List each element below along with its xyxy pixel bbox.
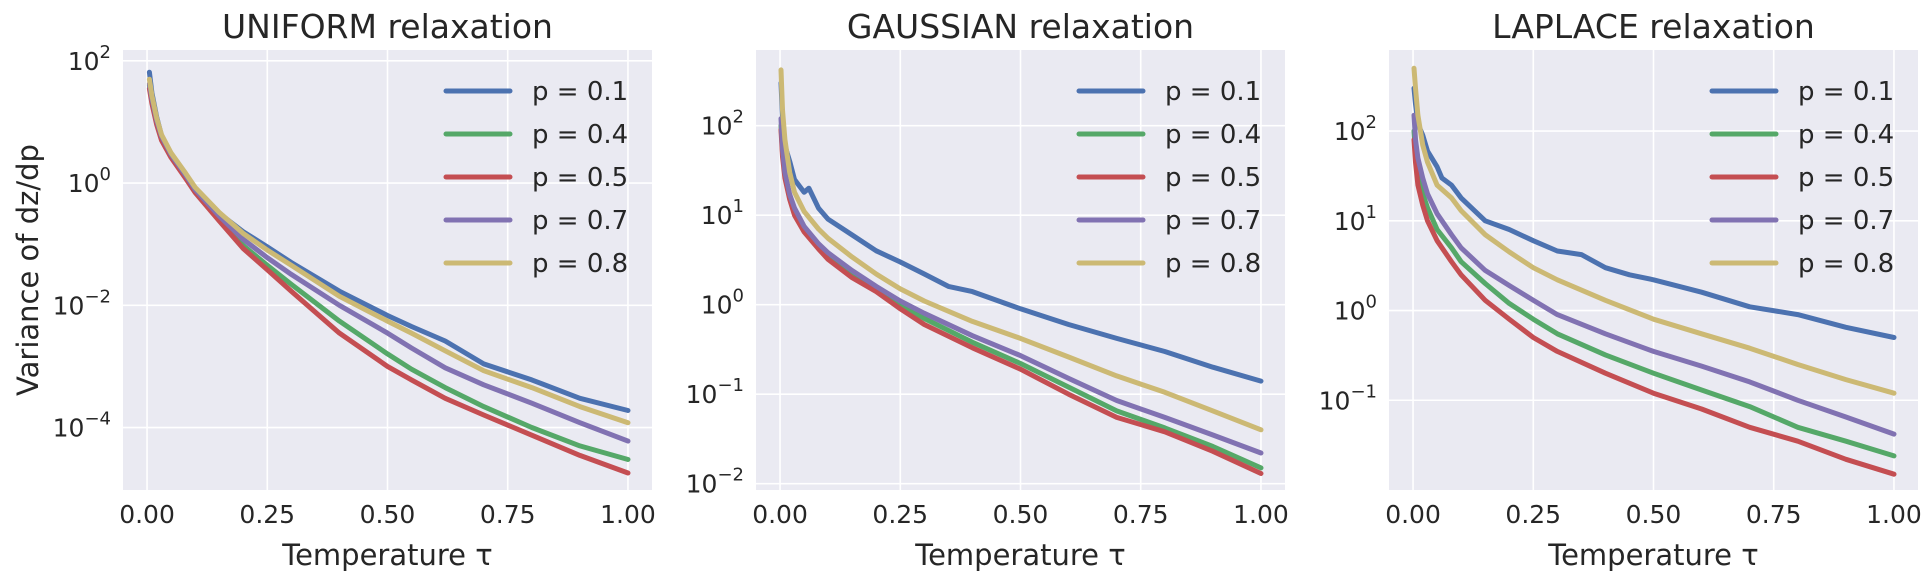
y-tick-base: 10 [68, 169, 100, 198]
series-lines [778, 67, 1264, 476]
legend-label-2: p = 0.4 [532, 120, 628, 150]
legend-label-5: p = 0.8 [532, 249, 628, 279]
y-tick-base: 10 [701, 112, 733, 141]
x-tick-label: 0.00 [1385, 500, 1441, 529]
x-tick-label: 1.00 [1866, 500, 1922, 529]
y-tick-label: 102 [1334, 112, 1377, 146]
y-tick-exponent: 0 [733, 286, 744, 307]
y-tick-base: 10 [53, 414, 85, 443]
legend: p = 0.1 p = 0.4 p = 0.5 p = 0.7 p = 0.8 [1076, 77, 1261, 279]
y-tick-base: 10 [701, 291, 733, 320]
legend-label-4: p = 0.7 [1798, 206, 1894, 236]
legend-label-2: p = 0.4 [1165, 120, 1261, 150]
y-tick-base: 10 [1334, 297, 1366, 326]
x-tick-label: 0.50 [993, 500, 1049, 529]
panel-title: UNIFORM relaxation [222, 7, 553, 46]
legend-label-4: p = 0.7 [1165, 206, 1261, 236]
series-line-3 [1411, 137, 1897, 477]
y-tick-label: 10−2 [53, 286, 111, 320]
panel-title: GAUSSIAN relaxation [847, 7, 1194, 46]
y-tick-exponent: −4 [84, 409, 111, 430]
series-line-4 [778, 116, 1264, 456]
y-tick-label: 100 [1334, 292, 1377, 326]
legend-label-4: p = 0.7 [532, 206, 628, 236]
y-tick-label: 101 [1334, 202, 1377, 236]
y-tick-exponent: 2 [100, 42, 111, 63]
series-line-5 [778, 67, 1264, 433]
x-tick-label: 0.75 [480, 500, 536, 529]
y-tick-label: 10−1 [1319, 381, 1377, 415]
y-tick-label: 100 [701, 286, 744, 320]
x-tick-label: 0.75 [1746, 500, 1802, 529]
panel-2: GAUSSIAN relaxation 0.00 0.25 0.50 0.75 1.00 1… [686, 7, 1289, 572]
x-axis-label: Temperature τ [914, 538, 1125, 572]
legend-label-3: p = 0.5 [1798, 163, 1894, 193]
y-tick-base: 10 [1319, 386, 1351, 415]
legend-label-1: p = 0.1 [532, 77, 628, 107]
series-line-5 [146, 76, 631, 426]
series-line-4 [1411, 112, 1897, 437]
x-tick-label: 0.25 [239, 500, 295, 529]
y-tick-exponent: −1 [1350, 381, 1377, 402]
legend-label-5: p = 0.8 [1165, 249, 1261, 279]
legend: p = 0.1 p = 0.4 p = 0.5 p = 0.7 p = 0.8 [443, 77, 628, 279]
series-line-5 [1411, 65, 1897, 396]
y-tick-exponent: −1 [717, 375, 744, 396]
series-line-1 [1411, 85, 1897, 340]
panel-title: LAPLACE relaxation [1492, 7, 1815, 46]
y-tick-exponent: −2 [84, 286, 111, 307]
x-axis-label: Temperature τ [281, 538, 492, 572]
legend-label-2: p = 0.4 [1798, 120, 1894, 150]
y-tick-base: 10 [1334, 117, 1366, 146]
y-tick-base: 10 [1334, 207, 1366, 236]
y-tick-exponent: 1 [733, 196, 744, 217]
series-line-2 [1411, 128, 1897, 459]
y-tick-base: 10 [701, 201, 733, 230]
y-tick-base: 10 [53, 291, 85, 320]
legend-label-3: p = 0.5 [532, 163, 628, 193]
x-tick-label: 0.25 [872, 500, 928, 529]
x-tick-label: 1.00 [600, 500, 656, 529]
y-tick-base: 10 [686, 470, 718, 499]
y-tick-exponent: −2 [717, 465, 744, 486]
legend-label-1: p = 0.1 [1165, 77, 1261, 107]
y-tick-exponent: 1 [1366, 202, 1377, 223]
x-tick-label: 0.25 [1505, 500, 1561, 529]
legend: p = 0.1 p = 0.4 p = 0.5 p = 0.7 p = 0.8 [1709, 77, 1894, 279]
y-tick-base: 10 [68, 47, 100, 76]
y-tick-label: 10−1 [686, 375, 744, 409]
gridlines [756, 50, 1285, 490]
x-tick-label: 0.50 [360, 500, 416, 529]
y-tick-label: 10−4 [53, 409, 111, 443]
x-tick-label: 0.50 [1626, 500, 1682, 529]
legend-label-1: p = 0.1 [1798, 77, 1894, 107]
y-axis-label: Variance of dz/dp [11, 144, 45, 396]
x-axis-label: Temperature τ [1547, 538, 1758, 572]
y-tick-label: 101 [701, 196, 744, 230]
y-tick-label: 10−2 [686, 465, 744, 499]
series-lines [146, 69, 631, 476]
panel-1: UNIFORM relaxation 0.00 0.25 0.50 0.75 1.00 10… [11, 7, 656, 572]
y-tick-label: 102 [68, 42, 111, 76]
legend-label-3: p = 0.5 [1165, 163, 1261, 193]
x-tick-label: 0.00 [752, 500, 808, 529]
y-tick-label: 100 [68, 164, 111, 198]
x-tick-label: 1.00 [1233, 500, 1289, 529]
x-tick-label: 0.00 [119, 500, 175, 529]
y-tick-exponent: 0 [100, 164, 111, 185]
y-tick-exponent: 2 [1366, 112, 1377, 133]
legend-label-5: p = 0.8 [1798, 249, 1894, 279]
y-tick-exponent: 2 [733, 107, 744, 128]
y-tick-exponent: 0 [1366, 292, 1377, 313]
x-tick-label: 0.75 [1113, 500, 1169, 529]
y-tick-label: 102 [701, 107, 744, 141]
series-lines [1411, 65, 1897, 477]
y-tick-base: 10 [686, 380, 718, 409]
